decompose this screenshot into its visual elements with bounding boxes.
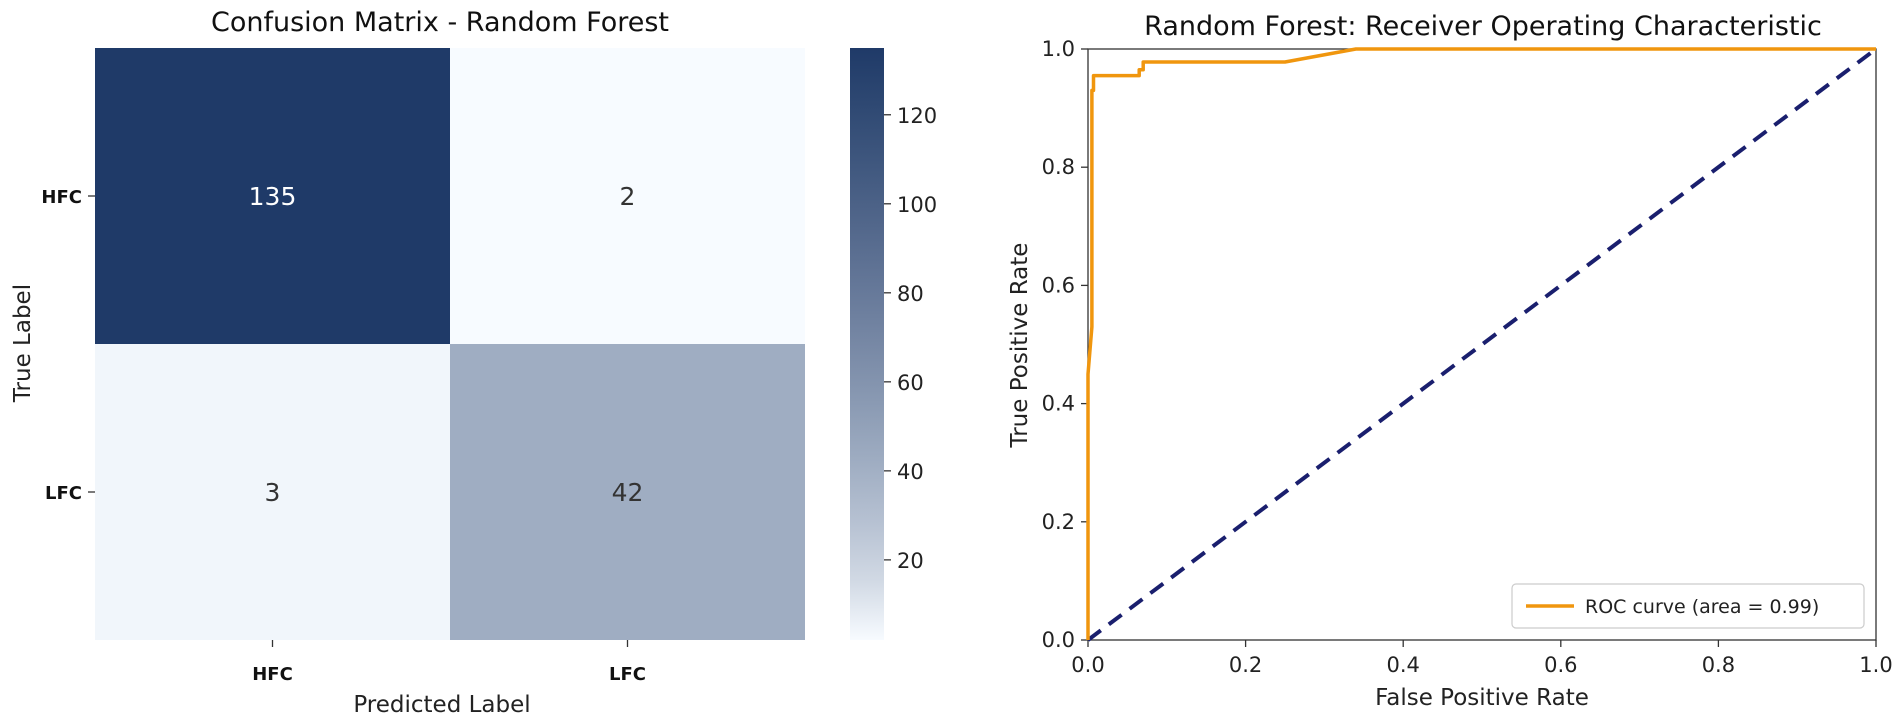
roc-chart: Random Forest: Receiver Operating Charac…: [1007, 11, 1893, 711]
chance-diagonal-line: [1086, 47, 1878, 642]
roc-y-axis-label: True Positive Rate: [1007, 243, 1033, 449]
heatmap-cell: [450, 48, 805, 344]
heatmap-cell: [95, 48, 450, 344]
y-tick-label: 0.6: [1042, 273, 1075, 297]
confusion-matrix-y-axis-label: True Label: [10, 284, 36, 403]
colorbar-tick-label: 40: [897, 460, 924, 484]
confusion-matrix-x-axis-label: Predicted Label: [353, 692, 530, 718]
colorbar: 20 40 60 80 100 120: [850, 48, 937, 640]
x-tick-label: 0.2: [1229, 653, 1262, 677]
colorbar-tick-label: 100: [897, 193, 937, 217]
roc-ticks: 0.0 0.2 0.4 0.6 0.8 1.0 0.0 0.2 0.4 0.6 0.8 1.0: [1042, 37, 1893, 677]
y-tick-label: 0.0: [1042, 628, 1075, 652]
x-tick-label: 1.0: [1859, 653, 1892, 677]
confusion-matrix-chart: Confusion Matrix - Random Forest 135 2 3 42…: [10, 7, 937, 718]
legend-label: ROC curve (area = 0.99): [1585, 596, 1819, 618]
y-tick-label: 0.8: [1042, 155, 1075, 179]
heatmap-cell: [95, 344, 450, 640]
x-tick-label: LFC: [609, 664, 646, 685]
colorbar-tick-label: 80: [897, 282, 924, 306]
legend-box: [1511, 583, 1865, 629]
y-tick-label: 1.0: [1042, 37, 1075, 61]
heatmap-cell: [450, 344, 805, 640]
confusion-matrix-cells: 135 2 3 42: [95, 48, 805, 640]
roc-lines: [1086, 47, 1878, 642]
colorbar-gradient: [850, 48, 884, 640]
x-tick-label: HFC: [252, 664, 293, 685]
colorbar-tick-label: 20: [897, 549, 924, 573]
x-tick-label: 0.4: [1386, 653, 1419, 677]
y-tick-label: 0.2: [1042, 510, 1075, 534]
x-tick-label: 0.6: [1544, 653, 1577, 677]
y-tick-label: HFC: [41, 187, 82, 208]
roc-curve-line: [1086, 47, 1876, 640]
roc-title: Random Forest: Receiver Operating Charac…: [1144, 11, 1822, 42]
roc-legend: ROC curve (area = 0.99): [1511, 583, 1865, 629]
colorbar-tick-label: 120: [897, 104, 937, 128]
roc-x-axis-label: False Positive Rate: [1375, 685, 1589, 711]
cell-value-label: 135: [249, 182, 297, 211]
y-tick-label: 0.4: [1042, 392, 1075, 416]
confusion-matrix-ticks: HFC LFC HFC LFC: [41, 187, 646, 685]
x-tick-label: 0.8: [1702, 653, 1735, 677]
cell-value-label: 42: [612, 478, 644, 507]
x-tick-label: 0.0: [1071, 653, 1104, 677]
cell-value-label: 2: [620, 182, 636, 211]
y-tick-label: LFC: [45, 483, 82, 504]
confusion-matrix-title: Confusion Matrix - Random Forest: [211, 7, 669, 38]
cell-value-label: 3: [265, 478, 281, 507]
colorbar-tick-label: 60: [897, 371, 924, 395]
